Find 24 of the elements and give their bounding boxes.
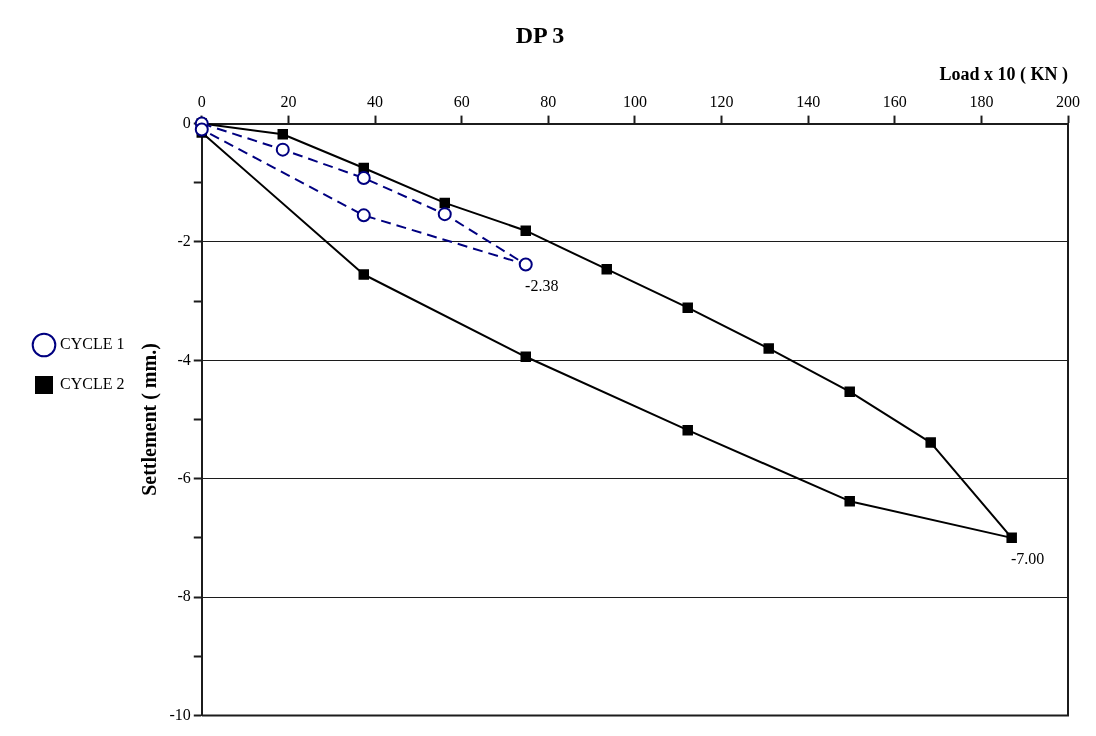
annotation: -7.00 [1011, 550, 1045, 568]
y-axis-title: Settlement ( mm.) [137, 343, 161, 496]
legend-label: CYCLE 1 [60, 335, 125, 353]
y-tick-label: 0 [182, 113, 191, 131]
x-tick-label: 160 [882, 93, 907, 111]
chart-title: DP 3 [515, 21, 565, 48]
x-tick-label: 80 [540, 93, 557, 111]
x-tick-label: 20 [280, 93, 297, 111]
y-tick-label: -2 [177, 232, 191, 250]
y-tick-label: -6 [177, 468, 191, 486]
y-tick-label: -8 [177, 587, 191, 605]
x-tick-label: 40 [367, 93, 384, 111]
x-tick-label: 180 [969, 93, 994, 111]
x-tick-label: 100 [622, 93, 647, 111]
annotation: -2.38 [525, 276, 559, 294]
y-tick-label: -4 [177, 350, 191, 368]
x-tick-label: 60 [453, 93, 470, 111]
x-tick-label: 140 [796, 93, 821, 111]
x-tick-label: 0 [197, 93, 206, 111]
legend-label: CYCLE 2 [60, 375, 125, 393]
x-tick-label: 200 [1056, 93, 1080, 111]
y-tick-label: -10 [169, 705, 191, 723]
x-axis-title: Load x 10 ( KN ) [939, 64, 1068, 86]
x-tick-label: 120 [709, 93, 734, 111]
